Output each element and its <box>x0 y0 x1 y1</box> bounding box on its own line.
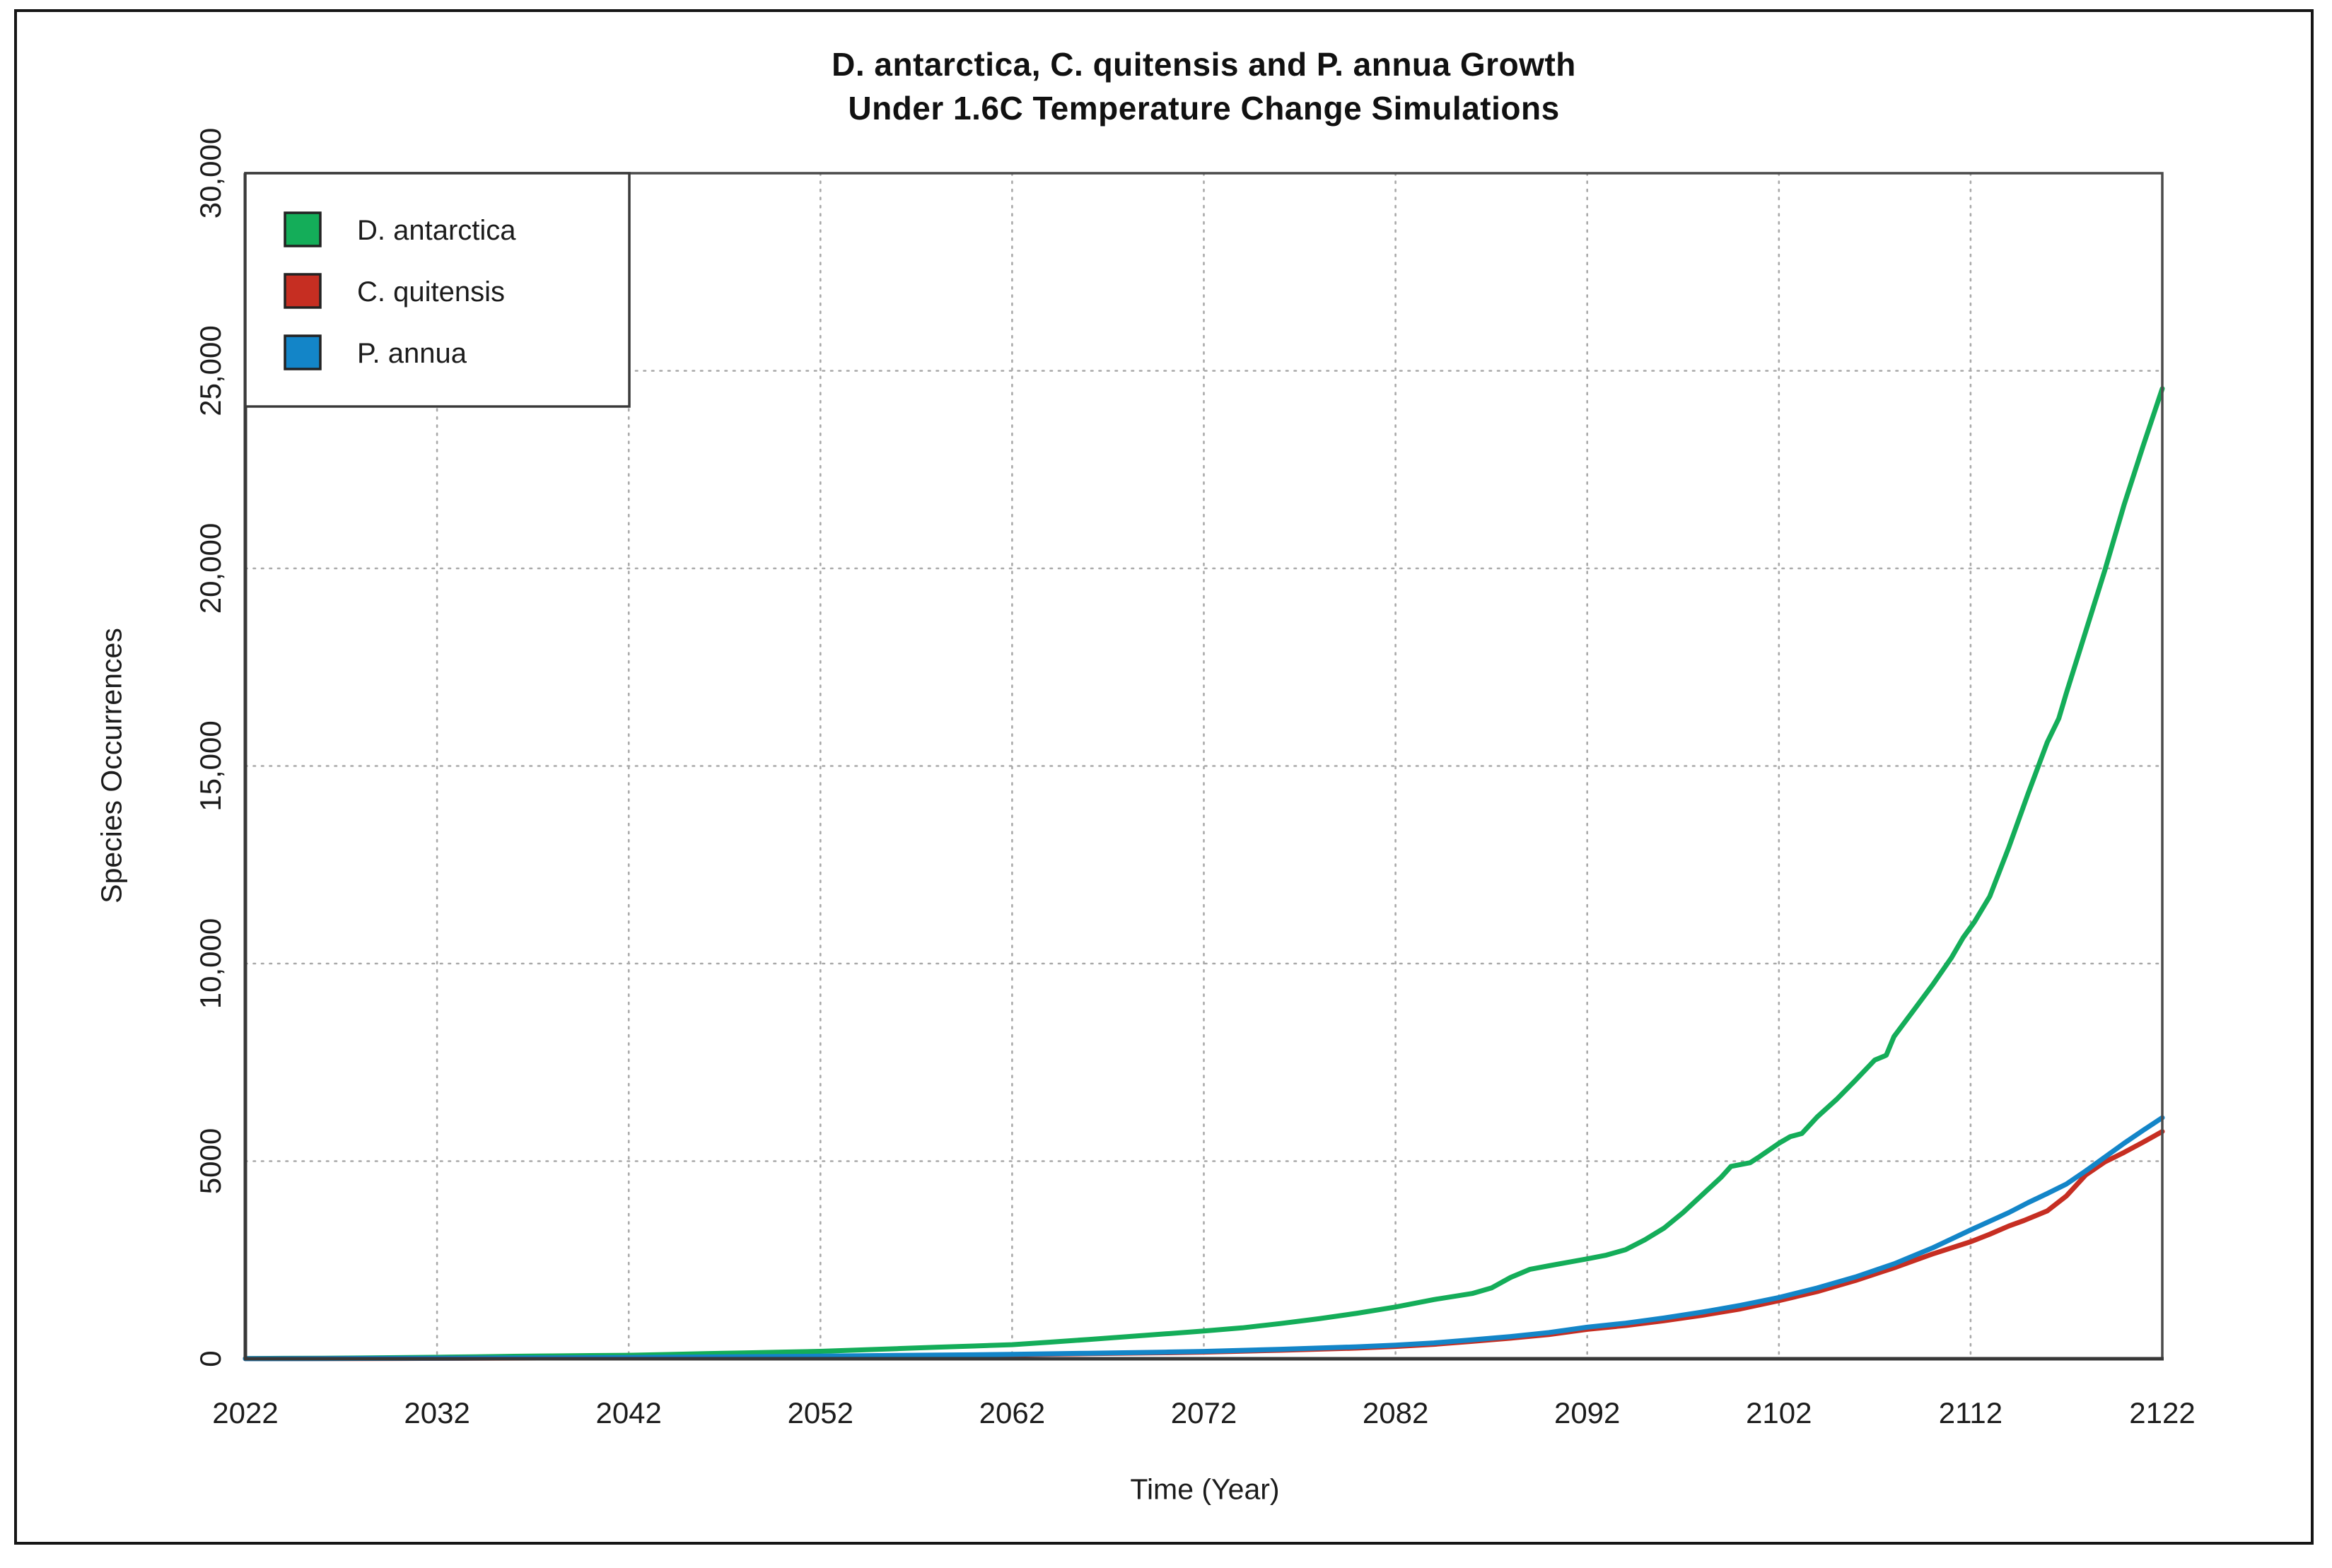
series-line-p-annua <box>243 1115 2165 1362</box>
x-tick-label: 2082 <box>1363 1396 1428 1429</box>
chart-title-line1: D. antarctica, C. quitensis and P. annua… <box>832 46 1576 83</box>
chart-title-line2: Under 1.6C Temperature Change Simulation… <box>848 90 1560 127</box>
x-tick-label: 2072 <box>1171 1396 1237 1429</box>
x-axis-title: Time (Year) <box>1130 1473 1280 1506</box>
legend-swatch-p-annua <box>284 334 322 370</box>
y-tick-label: 20,000 <box>194 523 227 614</box>
y-tick-label: 10,000 <box>194 918 227 1009</box>
x-tick-label: 2122 <box>2129 1396 2195 1429</box>
y-tick-label: 25,000 <box>194 325 227 416</box>
legend: D. antarctica C. quitensis P. annua <box>244 172 631 408</box>
legend-swatch-c-quitensis <box>284 273 322 309</box>
x-tick-label: 2092 <box>1554 1396 1620 1429</box>
legend-swatch-d-antarctica <box>284 211 322 247</box>
series-line-d-antarctica <box>243 386 2165 1362</box>
legend-label-d-antarctica: D. antarctica <box>357 215 516 246</box>
chart-title: D. antarctica, C. quitensis and P. annua… <box>245 42 2162 130</box>
x-tick-label: 2062 <box>979 1396 1045 1429</box>
x-tick-label: 2032 <box>404 1396 470 1429</box>
x-tick-label: 2112 <box>1939 1396 2002 1429</box>
legend-label-p-annua: P. annua <box>357 338 467 369</box>
y-tick-label: 15,000 <box>194 720 227 811</box>
y-axis-title: Species Occurrences <box>95 628 128 903</box>
y-tick-label: 30,000 <box>194 128 227 218</box>
series-lines <box>243 386 2165 1362</box>
x-tick-label: 2052 <box>788 1396 853 1429</box>
legend-label-c-quitensis: C. quitensis <box>357 276 505 308</box>
x-tick-label: 2022 <box>212 1396 278 1429</box>
x-tick-label: 2042 <box>595 1396 661 1429</box>
y-tick-label: 5000 <box>194 1128 227 1194</box>
y-tick-label: 0 <box>194 1350 227 1367</box>
y-tick-labels: 0 5000 10,000 15,000 20,000 25,000 30,000 <box>194 128 227 1367</box>
x-tick-label: 2102 <box>1746 1396 1812 1429</box>
x-tick-labels: 2022 2032 2042 2052 2062 2072 2082 2092 2102 2112… <box>212 1396 2195 1429</box>
